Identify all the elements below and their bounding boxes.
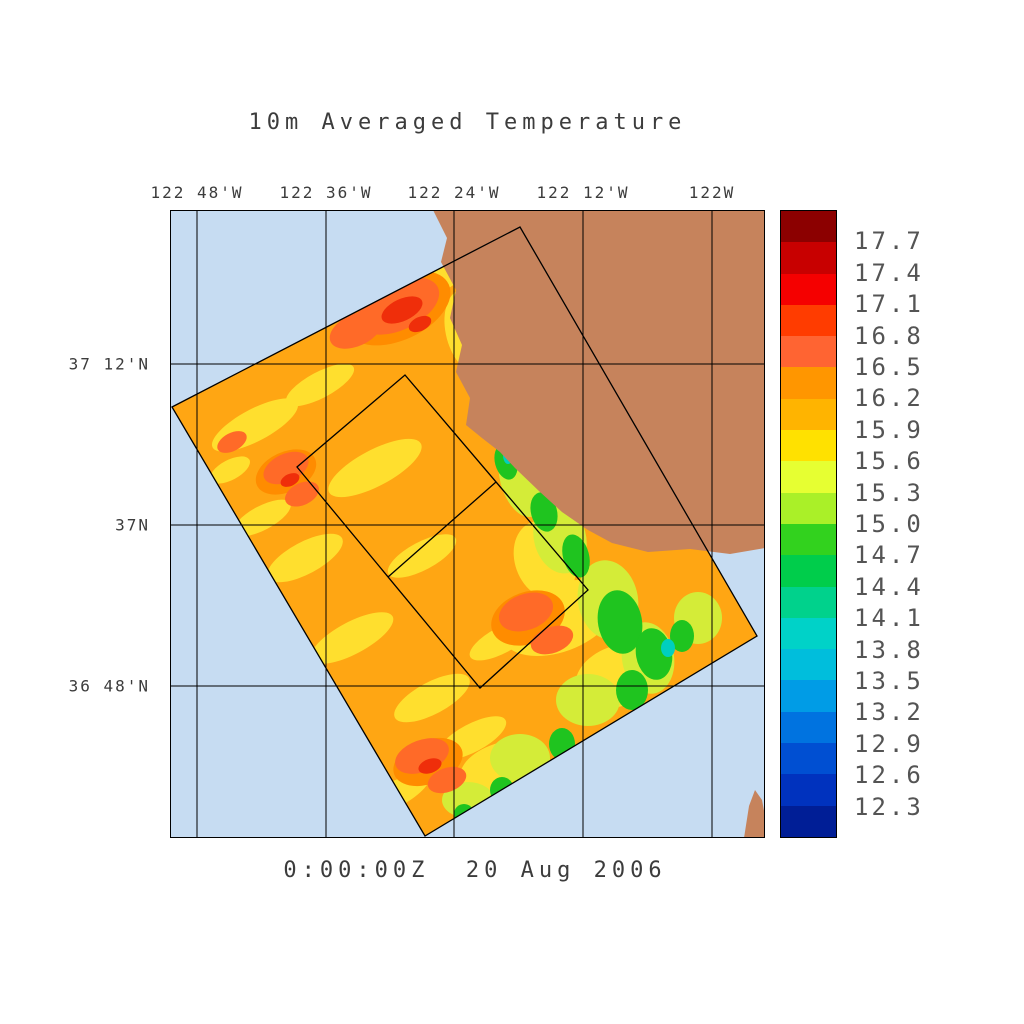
colorbar-swatch <box>781 367 836 399</box>
x-axis-tick-label: 122 24'W <box>407 183 501 202</box>
colorbar-swatch <box>781 617 836 650</box>
y-axis-tick-label: 37 12'N <box>68 354 150 374</box>
colorbar <box>780 210 837 838</box>
colorbar-tick-label: 16.8 <box>854 321 924 350</box>
colorbar-swatch <box>781 649 836 681</box>
colorbar-swatch <box>781 492 836 524</box>
x-axis-tick-label: 122 48'W <box>150 183 244 202</box>
colorbar-tick-label: 15.6 <box>854 447 924 476</box>
colorbar-swatch <box>781 523 836 556</box>
land-mass <box>433 210 765 554</box>
colorbar-swatch <box>781 242 836 274</box>
colorbar-swatch <box>781 586 836 618</box>
x-axis-tick-label: 122 36'W <box>279 183 373 202</box>
colorbar-tick-label: 15.9 <box>854 415 924 444</box>
colorbar-tick-label: 14.4 <box>854 572 924 601</box>
colorbar-swatch <box>781 743 836 775</box>
colorbar-swatch <box>781 304 836 337</box>
colorbar-swatch <box>781 774 836 806</box>
y-axis-tick-label: 37N <box>115 515 150 535</box>
colorbar-tick-label: 15.0 <box>854 510 924 538</box>
x-axis-tick-label: 122 12'W <box>536 183 630 202</box>
colorbar-tick-label: 12.9 <box>854 729 924 758</box>
colorbar-swatch <box>781 555 836 587</box>
colorbar-tick-label: 12.6 <box>854 761 924 790</box>
colorbar-tick-label: 13.5 <box>854 667 924 695</box>
colorbar-tick-label: 17.4 <box>854 258 924 287</box>
colorbar-tick-label: 13.8 <box>854 635 924 664</box>
colorbar-swatch <box>781 680 836 712</box>
colorbar-swatch <box>781 398 836 431</box>
temperature-map <box>170 210 765 838</box>
x-axis-tick-label: 122W <box>688 183 736 202</box>
outer-domain-outline <box>171 226 758 837</box>
map-frame <box>170 210 765 838</box>
colorbar-tick-label: 12.3 <box>854 792 924 821</box>
grid-lines <box>170 210 765 838</box>
colorbar-swatch <box>781 211 836 243</box>
map-plot-area <box>170 210 765 838</box>
colorbar-tick-label: 14.1 <box>854 604 924 633</box>
colorbar-swatch <box>781 430 836 462</box>
colorbar-swatch <box>781 336 836 368</box>
colorbar-swatch <box>781 461 836 493</box>
colorbar-tick-label: 17.7 <box>854 227 924 256</box>
inner-domain-outline <box>296 374 589 689</box>
colorbar-tick-label: 14.7 <box>854 541 924 570</box>
y-axis-tick-label: 36 48'N <box>68 676 150 696</box>
colorbar-tick-label: 15.3 <box>854 478 924 507</box>
timestamp-label: 0:00:00Z 20 Aug 2006 <box>283 858 667 883</box>
colorbar-swatch <box>781 711 836 744</box>
land-islet <box>744 790 765 838</box>
colorbar-tick-label: 16.5 <box>854 353 924 381</box>
inner-domain-divider <box>387 481 497 578</box>
colorbar-labels: 17.7 17.4 17.1 16.8 16.5 16.2 15.9 15.6 … <box>854 210 984 838</box>
colorbar-swatch <box>781 273 836 305</box>
plot-title: 10m Averaged Temperature <box>248 110 687 135</box>
colorbar-tick-label: 17.1 <box>854 290 924 319</box>
colorbar-tick-label: 16.2 <box>854 384 924 413</box>
colorbar-swatch <box>781 805 836 837</box>
colorbar-tick-label: 13.2 <box>854 698 924 727</box>
